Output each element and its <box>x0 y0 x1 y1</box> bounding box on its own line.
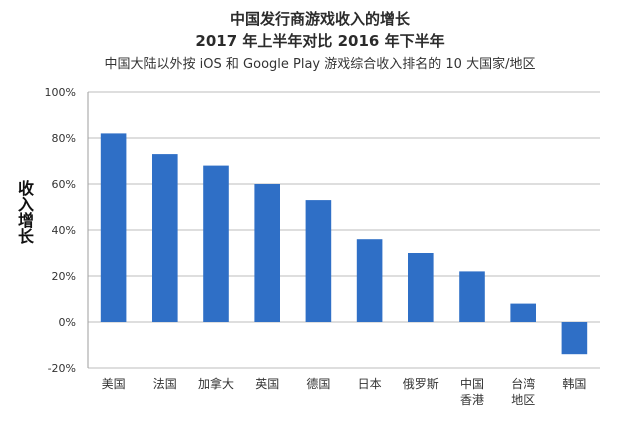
y-tick-label: 60% <box>52 178 76 191</box>
bar <box>152 154 178 322</box>
x-tick-label: 韩国 <box>562 376 586 391</box>
y-tick-label: 0% <box>59 316 76 329</box>
y-tick-label: 20% <box>52 270 76 283</box>
x-tick-label: 法国 <box>153 377 177 391</box>
bar <box>305 200 332 322</box>
x-tick-label: 英国 <box>255 377 279 391</box>
x-tick-label: 日本 <box>358 377 382 391</box>
bar <box>203 165 229 322</box>
y-tick-label: 40% <box>52 224 76 237</box>
chart-title: 中国发行商游戏收入的增长 <box>229 10 410 28</box>
x-tick-label: 美国 <box>102 377 126 391</box>
bar <box>356 239 383 322</box>
chart-subtitle: 2017 年上半年对比 2016 年下半年 <box>195 32 445 50</box>
bar <box>408 253 434 322</box>
y-tick-label: 100% <box>45 86 76 99</box>
y-tick-label: -20% <box>48 362 76 375</box>
bar <box>254 184 280 322</box>
bar <box>459 271 485 322</box>
x-tick-label: 德国 <box>306 376 330 391</box>
bar <box>561 322 588 355</box>
x-tick-label: 中国香港 <box>460 376 484 407</box>
x-tick-label: 台湾地区 <box>511 376 535 407</box>
chart-caption: 中国大陆以外按 iOS 和 Google Play 游戏综合收入排名的 10 大… <box>104 57 536 72</box>
y-tick-label: 80% <box>52 132 76 145</box>
bar <box>100 133 127 322</box>
x-tick-label: 俄罗斯 <box>403 377 439 391</box>
y-axis-label: 收入增长 <box>15 180 34 244</box>
bar <box>510 303 536 322</box>
x-tick-label: 加拿大 <box>198 376 234 391</box>
